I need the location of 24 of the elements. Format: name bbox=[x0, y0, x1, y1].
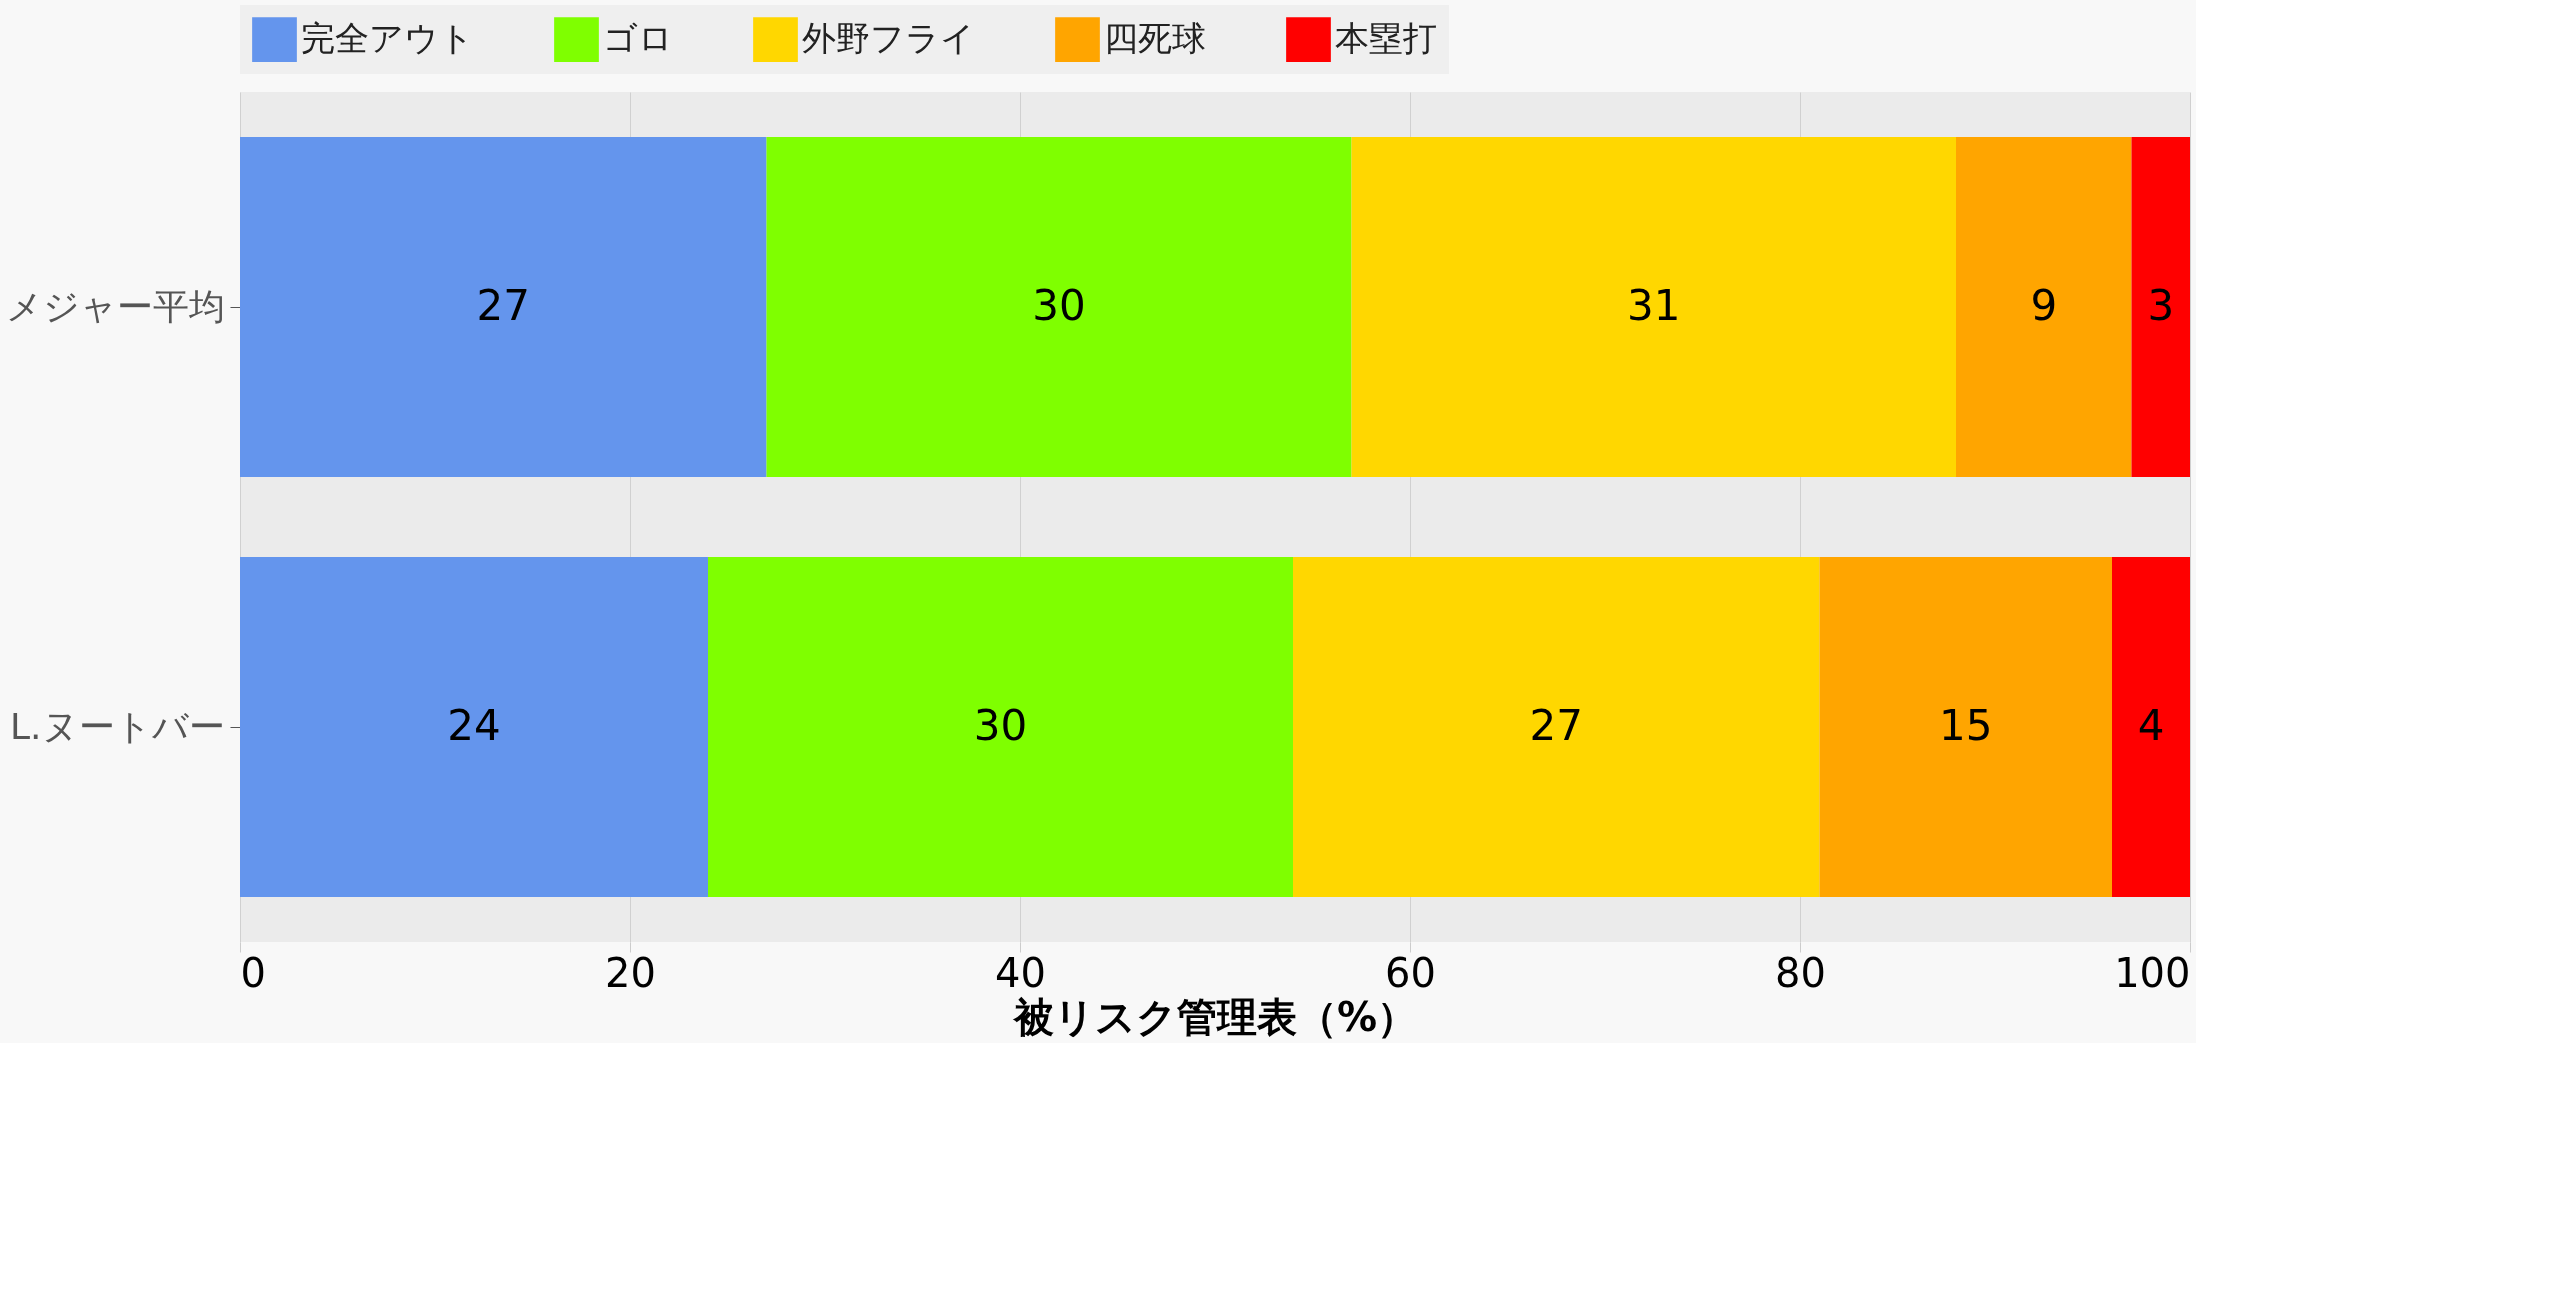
legend-label: 完全アウト bbox=[301, 17, 474, 58]
legend-label: 外野フライ bbox=[802, 17, 975, 58]
data-label: 31 bbox=[1627, 281, 1681, 330]
data-label: 30 bbox=[973, 701, 1028, 750]
data-label: 4 bbox=[2137, 701, 2165, 750]
legend-label: 四死球 bbox=[1104, 17, 1206, 58]
data-label: 30 bbox=[1032, 281, 1086, 330]
x-tick-label: 80 bbox=[1775, 949, 1826, 996]
data-label: 9 bbox=[2030, 281, 2058, 330]
x-tick-label: 40 bbox=[995, 949, 1046, 996]
x-tick-label: 0 bbox=[240, 949, 266, 996]
x-tick-label: 20 bbox=[605, 949, 656, 996]
legend-label: 本塁打 bbox=[1335, 17, 1437, 58]
data-label: 27 bbox=[1529, 701, 1583, 750]
y-tick-label: L.ヌートバー bbox=[10, 705, 225, 747]
x-tick-label: 60 bbox=[1385, 949, 1436, 996]
data-label: 27 bbox=[476, 281, 530, 330]
legend-label: ゴロ bbox=[603, 17, 673, 58]
data-label: 3 bbox=[2147, 281, 2175, 330]
x-tick-label: 100 bbox=[2114, 949, 2191, 996]
data-label: 24 bbox=[447, 701, 501, 750]
y-tick-label: メジャー平均 bbox=[5, 285, 225, 327]
data-label: 15 bbox=[1939, 701, 1993, 750]
x-axis-title: 被リスク管理表（%） bbox=[1011, 993, 1418, 1040]
